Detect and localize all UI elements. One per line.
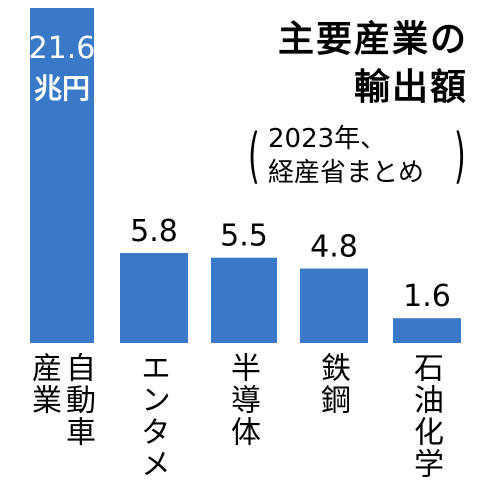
category-label-0-0: 自動車 (60, 352, 95, 448)
chart-title-line2: 輸出額 (353, 67, 468, 108)
source-note-line1: 2023年、 (268, 124, 387, 154)
source-note-line2: 経産省まとめ (268, 158, 425, 188)
bar-2 (211, 257, 277, 343)
value-label-2: 5.5 (220, 219, 268, 254)
category-label-3-0: 鉄鋼 (315, 352, 350, 416)
bar-1 (120, 253, 188, 343)
category-label-1-0: エンタメ (135, 352, 170, 480)
value-label-3: 4.8 (310, 230, 358, 265)
source-paren-open: ( (248, 122, 260, 192)
bar-0 (30, 8, 94, 343)
bar-4 (393, 318, 461, 343)
category-label-0-1: 産業 (26, 352, 61, 416)
bar-3 (300, 268, 368, 343)
value-label-4: 1.6 (403, 279, 451, 314)
category-label-4-0: 石油化学 (408, 352, 443, 480)
chart-title-line1: 主要産業の (277, 19, 468, 60)
value-label-1: 5.8 (130, 214, 178, 249)
unit-label: 兆円 (34, 72, 90, 105)
source-paren-close: ) (454, 122, 466, 192)
category-label-2-0: 半導体 (225, 352, 260, 448)
value-label-0: 21.6 (29, 31, 96, 66)
